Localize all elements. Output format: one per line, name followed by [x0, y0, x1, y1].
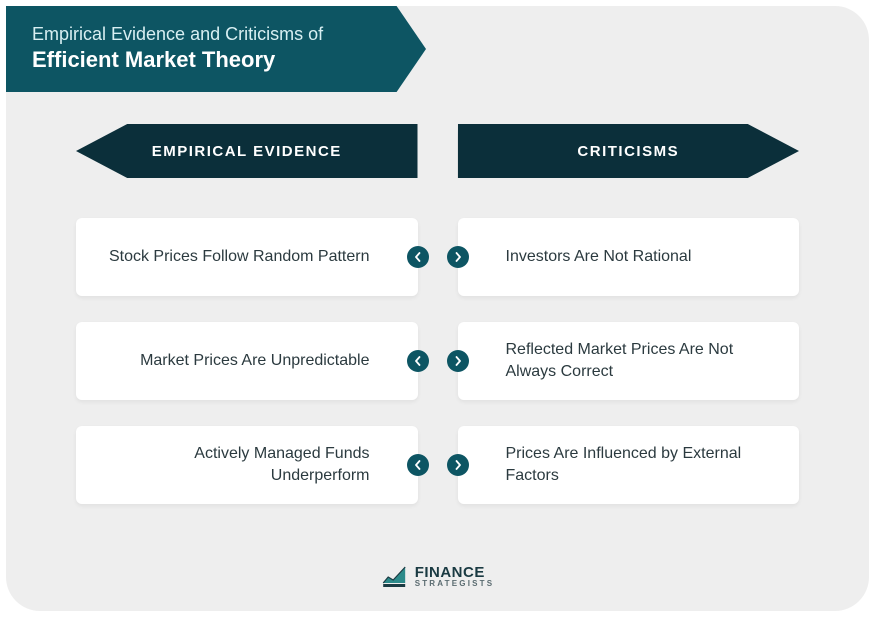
evidence-card: Stock Prices Follow Random Pattern: [76, 218, 418, 296]
logo-text: FINANCE STRATEGISTS: [415, 565, 495, 588]
criticism-card: Prices Are Influenced by External Factor…: [458, 426, 800, 504]
logo-word-2: STRATEGISTS: [415, 580, 495, 588]
chevron-right-icon: [447, 246, 469, 268]
infographic-canvas: Empirical Evidence and Criticisms of Eff…: [6, 6, 869, 611]
arrow-left-shape: EMPIRICAL EVIDENCE: [76, 124, 418, 178]
logo-mark-icon: [381, 563, 407, 589]
chevron-left-icon: [407, 454, 429, 476]
columns-wrapper: EMPIRICAL EVIDENCE Stock Prices Follow R…: [76, 124, 799, 530]
right-column: CRITICISMS Investors Are Not Rational Re…: [458, 124, 800, 530]
criticism-text: Reflected Market Prices Are Not Always C…: [506, 339, 780, 382]
evidence-text: Stock Prices Follow Random Pattern: [109, 246, 370, 268]
brand-logo: FINANCE STRATEGISTS: [381, 563, 495, 589]
left-arrow-header: EMPIRICAL EVIDENCE: [76, 124, 418, 178]
evidence-text: Market Prices Are Unpredictable: [140, 350, 369, 372]
chevron-left-icon: [407, 246, 429, 268]
logo-word-1: FINANCE: [415, 565, 495, 580]
title-line-2: Efficient Market Theory: [32, 46, 396, 75]
left-header-label: EMPIRICAL EVIDENCE: [152, 143, 342, 160]
chevron-left-icon: [407, 350, 429, 372]
chevron-right-icon: [447, 454, 469, 476]
criticism-card: Investors Are Not Rational: [458, 218, 800, 296]
criticism-card: Reflected Market Prices Are Not Always C…: [458, 322, 800, 400]
evidence-text: Actively Managed Funds Underperform: [96, 443, 370, 486]
right-header-label: CRITICISMS: [577, 143, 679, 160]
criticism-text: Investors Are Not Rational: [506, 246, 692, 268]
title-banner: Empirical Evidence and Criticisms of Eff…: [6, 6, 426, 92]
evidence-card: Actively Managed Funds Underperform: [76, 426, 418, 504]
right-arrow-header: CRITICISMS: [458, 124, 800, 178]
arrow-right-shape: CRITICISMS: [458, 124, 800, 178]
left-column: EMPIRICAL EVIDENCE Stock Prices Follow R…: [76, 124, 418, 530]
title-line-1: Empirical Evidence and Criticisms of: [32, 23, 396, 46]
evidence-card: Market Prices Are Unpredictable: [76, 322, 418, 400]
criticism-text: Prices Are Influenced by External Factor…: [506, 443, 780, 486]
chevron-right-icon: [447, 350, 469, 372]
